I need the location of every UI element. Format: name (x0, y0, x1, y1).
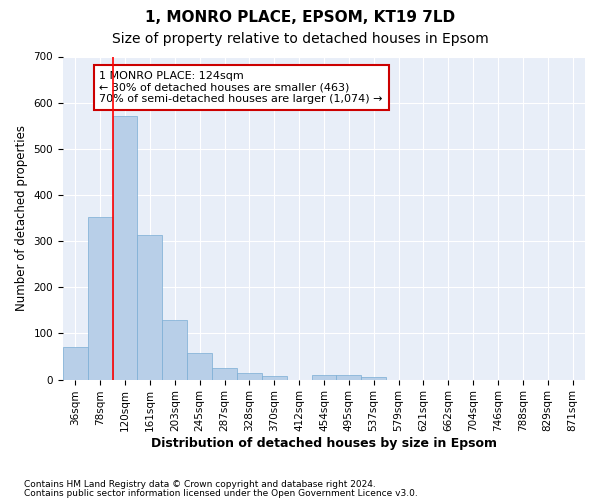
Bar (311, 376, 337, 380)
X-axis label: Distribution of detached houses by size in Epsom: Distribution of detached houses by size … (151, 437, 497, 450)
Y-axis label: Number of detached properties: Number of detached properties (15, 125, 28, 311)
Bar (237, 373, 262, 380)
Bar (88, 217, 113, 380)
Bar (337, 375, 361, 380)
Bar (361, 378, 386, 380)
Bar (187, 354, 212, 380)
Bar (212, 368, 237, 380)
Text: Contains HM Land Registry data © Crown copyright and database right 2024.: Contains HM Land Registry data © Crown c… (24, 480, 376, 489)
Bar (113, 116, 137, 380)
Bar (163, 320, 187, 380)
Bar (262, 376, 287, 380)
Text: 1, MONRO PLACE, EPSOM, KT19 7LD: 1, MONRO PLACE, EPSOM, KT19 7LD (145, 10, 455, 25)
Bar (63, 348, 88, 380)
Bar (137, 234, 163, 380)
Text: Contains public sector information licensed under the Open Government Licence v3: Contains public sector information licen… (24, 488, 418, 498)
Text: 1 MONRO PLACE: 124sqm
← 30% of detached houses are smaller (463)
70% of semi-det: 1 MONRO PLACE: 124sqm ← 30% of detached … (100, 71, 383, 104)
Text: Size of property relative to detached houses in Epsom: Size of property relative to detached ho… (112, 32, 488, 46)
